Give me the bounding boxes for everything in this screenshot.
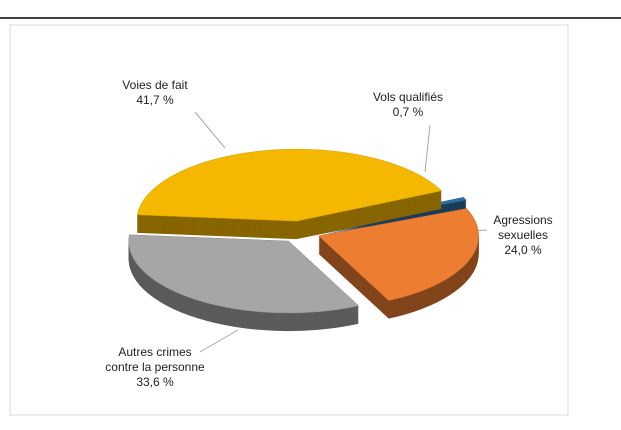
leader-line — [194, 111, 226, 149]
data-label: Autres crimes contre la personne 33,6 % — [100, 345, 210, 390]
value-label: 24,0 % — [504, 243, 542, 257]
category-label: Autres crimes contre la personne — [105, 345, 205, 374]
value-label: 33,6 % — [136, 375, 174, 389]
value-label: 41,7 % — [136, 93, 174, 107]
data-label: Vols qualifiés 0,7 % — [348, 90, 468, 120]
data-label: Voies de fait 41,7 % — [95, 78, 215, 108]
leader-line — [199, 329, 239, 353]
value-label: 0,7 % — [392, 105, 424, 119]
slice — [136, 148, 443, 222]
data-label: Agressions sexuelles 24,0 % — [478, 213, 568, 258]
slice — [318, 208, 479, 301]
category-label: Agressions sexuelles — [493, 213, 553, 242]
slice — [128, 234, 360, 314]
leader-line — [424, 124, 431, 173]
category-label: Voies de fait — [122, 78, 188, 92]
category-label: Vols qualifiés — [372, 90, 444, 104]
